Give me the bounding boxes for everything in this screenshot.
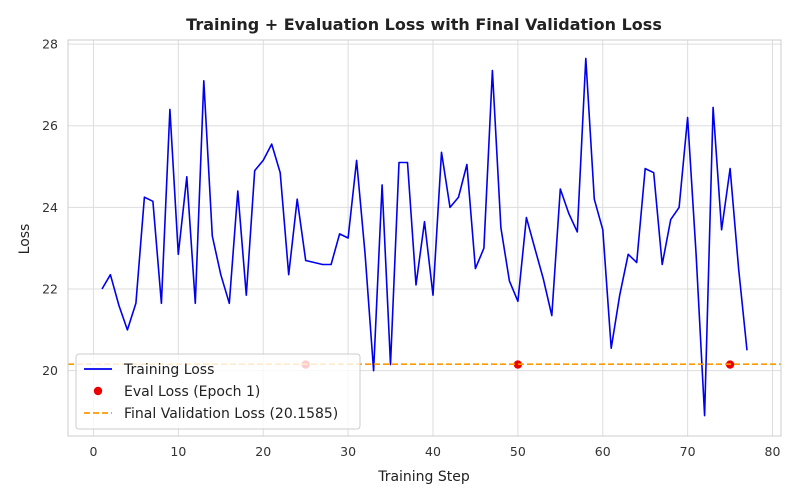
x-tick-label: 0 [89, 444, 97, 459]
y-tick-label: 26 [42, 118, 58, 133]
plot-frame [67, 39, 782, 437]
legend: Training Loss Eval Loss (Epoch 1) Final Va… [75, 353, 361, 430]
legend-swatch-eval-loss [93, 386, 103, 396]
y-tick-label: 20 [42, 363, 58, 378]
legend-label: Eval Loss (Epoch 1) [124, 384, 260, 400]
legend-box [75, 353, 361, 430]
x-tick-label: 70 [680, 444, 696, 459]
x-axis-label: Training Step [377, 469, 470, 485]
legend-label: Training Loss [123, 362, 214, 378]
x-tick-label: 80 [765, 444, 781, 459]
y-tick-label: 28 [42, 37, 58, 52]
y-axis-label: Loss [17, 224, 33, 255]
chart-title: Training + Evaluation Loss with Final Va… [186, 15, 662, 34]
legend-label: Final Validation Loss (20.1585) [124, 406, 338, 422]
x-tick-label: 30 [340, 444, 356, 459]
eval-loss-point [513, 360, 523, 369]
grid [68, 40, 781, 436]
y-tick-label: 24 [42, 200, 58, 215]
y-tick-label: 22 [42, 282, 58, 297]
x-tick-label: 60 [595, 444, 611, 459]
training-loss-line [101, 57, 748, 417]
ticks: 0 10 20 30 40 50 60 70 80 20 22 24 26 28 [42, 37, 780, 459]
x-tick-label: 40 [425, 444, 441, 459]
x-tick-label: 20 [255, 444, 271, 459]
x-tick-label: 10 [170, 444, 186, 459]
x-tick-label: 50 [510, 444, 526, 459]
